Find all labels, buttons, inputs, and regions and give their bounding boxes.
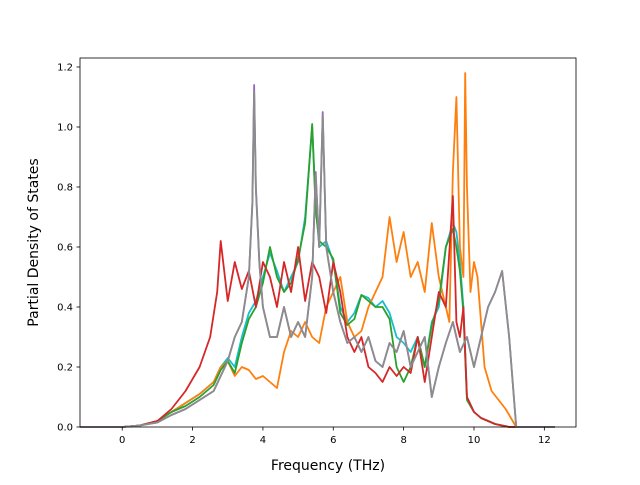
series-layer	[80, 72, 555, 428]
y-tick-label: 0.6	[57, 243, 73, 254]
series-line-6	[80, 90, 555, 428]
series-line-5	[80, 84, 555, 428]
y-tick-label: 1.2	[57, 63, 73, 74]
series-line-4	[80, 195, 555, 428]
y-tick-label: 0.8	[57, 183, 73, 194]
x-tick-label: 12	[538, 435, 551, 446]
x-tick-label: 6	[330, 435, 336, 446]
x-tick-label: 8	[400, 435, 406, 446]
series-line-1	[80, 126, 555, 428]
y-tick-label: 1.0	[57, 123, 73, 134]
y-axis-label: Partial Density of States	[26, 158, 42, 326]
y-tick-label: 0.0	[57, 423, 73, 434]
x-tick-label: 4	[260, 435, 266, 446]
y-tick-label: 0.4	[57, 303, 73, 314]
x-axis-label: Frequency (THz)	[271, 458, 385, 474]
x-tick-label: 0	[119, 435, 125, 446]
x-tick-label: 10	[468, 435, 481, 446]
y-ticks: 0.0 0.2 0.4 0.6 0.8 1.0 1.2	[57, 63, 80, 434]
series-line-2	[80, 72, 555, 428]
plot-frame	[79, 57, 577, 428]
x-ticks: 0 2 4 6 8 10 12	[119, 427, 551, 446]
x-tick-label: 2	[189, 435, 195, 446]
y-tick-label: 0.2	[57, 363, 73, 374]
series-line-3	[80, 123, 555, 428]
